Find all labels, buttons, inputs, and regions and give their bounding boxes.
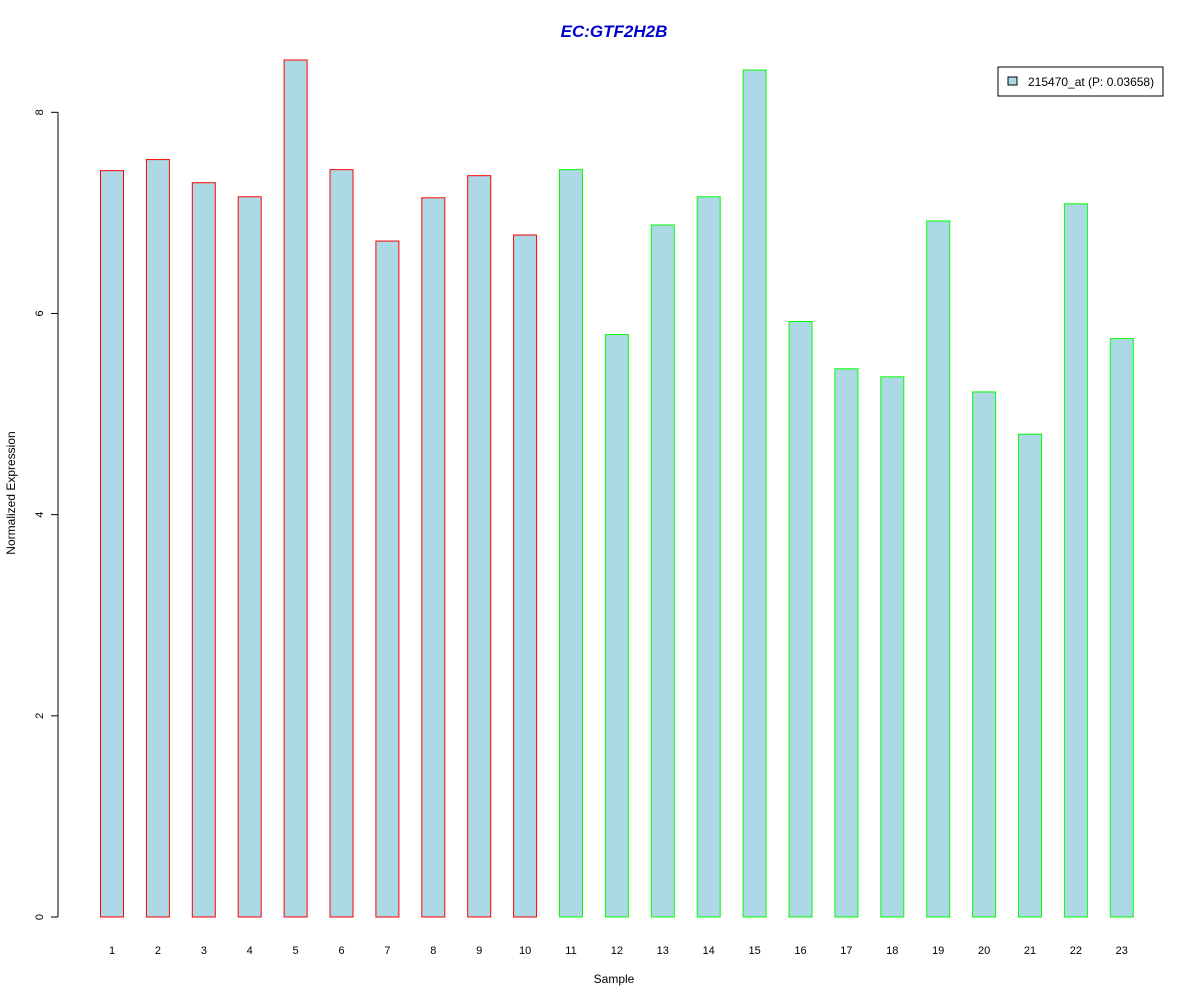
x-tick-label: 1 [109, 945, 115, 957]
bar-sample-7 [375, 240, 400, 918]
x-tick-label: 7 [384, 945, 390, 957]
bar-sample-9 [467, 175, 492, 918]
bar-sample-18 [880, 376, 905, 918]
legend-box [997, 66, 1164, 97]
legend-label: 215470_at (P: 0.03658) [1028, 75, 1154, 89]
bar-sample-1 [100, 170, 124, 918]
bar-sample-23 [1109, 338, 1134, 918]
x-tick-label: 19 [932, 945, 944, 957]
bar-sample-20 [972, 391, 997, 918]
x-tick-label: 13 [657, 945, 669, 957]
x-tick-label: 22 [1070, 945, 1082, 957]
y-tick-label: 2 [34, 713, 46, 719]
x-tick-label: 10 [519, 945, 531, 957]
x-tick-label: 21 [1024, 945, 1036, 957]
y-tick-label: 8 [34, 109, 46, 115]
x-tick-label: 18 [886, 945, 898, 957]
bar-sample-2 [145, 159, 170, 918]
x-tick-label: 16 [794, 945, 806, 957]
y-tick-label: 0 [34, 914, 46, 920]
bars-group [100, 59, 1134, 918]
bar-sample-22 [1063, 203, 1088, 918]
bar-sample-5 [283, 59, 308, 918]
x-tick-label: 8 [430, 945, 436, 957]
y-tick-label: 4 [34, 512, 46, 518]
x-tick-label: 20 [978, 945, 990, 957]
bar-sample-11 [559, 169, 583, 918]
x-tick-label: 6 [338, 945, 344, 957]
x-tick-label: 11 [565, 945, 576, 957]
x-tick-label: 15 [748, 945, 760, 957]
bar-sample-12 [604, 334, 629, 918]
bar-sample-14 [696, 196, 721, 918]
legend-swatch [1007, 76, 1018, 86]
bar-sample-19 [926, 220, 951, 918]
x-tick-label: 3 [201, 945, 207, 957]
x-axis-label: Sample [594, 972, 635, 986]
bar-sample-16 [788, 321, 813, 918]
y-tick-label: 6 [34, 310, 46, 316]
x-tick-label: 9 [476, 945, 482, 957]
x-tick-label: 17 [840, 945, 852, 957]
x-tick-label: 14 [703, 945, 715, 957]
bar-sample-17 [834, 368, 859, 918]
bar-sample-10 [513, 234, 538, 918]
bar-sample-8 [421, 197, 446, 918]
y-axis-label: Normalized Expression [4, 431, 18, 554]
bar-sample-13 [650, 224, 675, 918]
bar-sample-21 [1018, 433, 1042, 918]
x-tick-label: 5 [293, 945, 299, 957]
bar-sample-6 [329, 169, 354, 918]
bar-sample-15 [742, 69, 767, 918]
x-tick-label: 12 [611, 945, 623, 957]
chart-title: EC:GTF2H2B [561, 22, 668, 41]
bar-sample-4 [237, 196, 262, 918]
y-axis: 0 2 4 6 8 [34, 109, 59, 920]
bar-sample-3 [191, 182, 216, 918]
x-tick-label: 2 [155, 945, 161, 957]
legend: 215470_at (P: 0.03658) [997, 66, 1164, 97]
x-tick-labels: 1 2 3 4 5 6 7 8 9 10 11 12 13 14 15 16 17 18 19 20 21 22 23 [109, 945, 1128, 957]
x-tick-label: 23 [1116, 945, 1128, 957]
x-tick-label: 4 [247, 945, 253, 957]
